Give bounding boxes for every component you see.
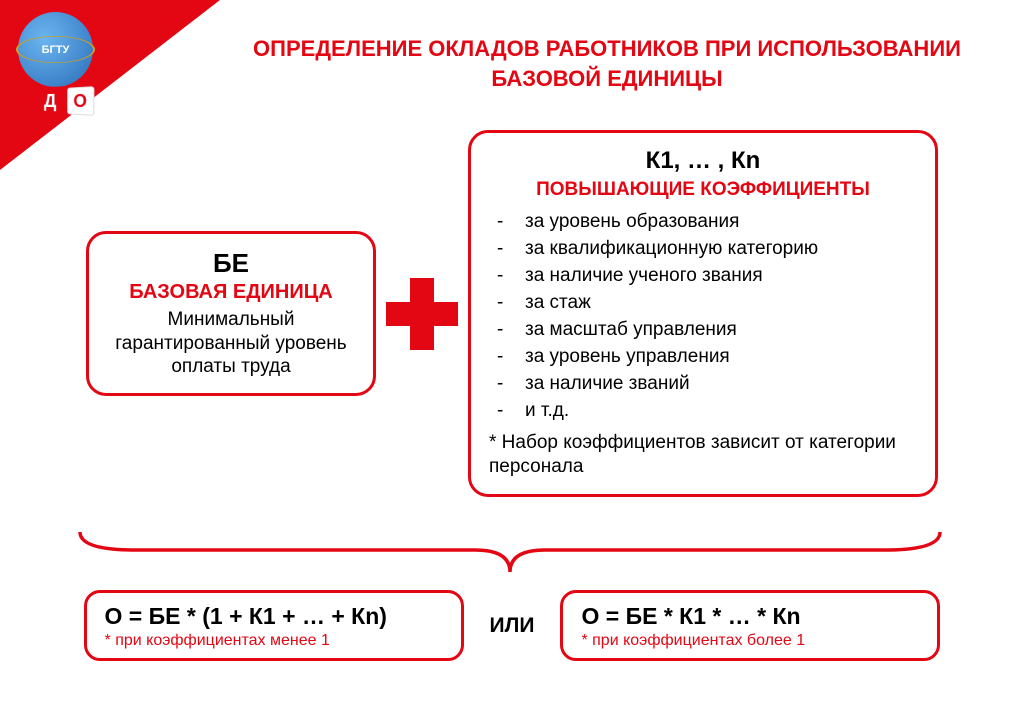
list-item: и т.д. — [497, 398, 917, 425]
list-item: за квалификационную категорию — [497, 236, 917, 263]
plus-icon — [386, 278, 458, 350]
base-unit-box: БЕ БАЗОВАЯ ЕДИНИЦА Минимальный гарантиро… — [86, 231, 376, 396]
formula-additive-note: * при коэффициентах менее 1 — [105, 632, 443, 650]
logo-block-d: Д — [37, 86, 64, 116]
list-item: за уровень управления — [497, 344, 917, 371]
formula-multiplicative-box: О = БЕ * К1 * … * Кn * при коэффициентах… — [560, 590, 940, 661]
curly-brace-icon — [75, 530, 945, 575]
main-diagram: БЕ БАЗОВАЯ ЕДИНИЦА Минимальный гарантиро… — [0, 130, 1024, 497]
item-text: за уровень управления — [525, 344, 730, 371]
logo-globe-icon: БГТУ — [18, 12, 93, 87]
org-logo: БГТУ Д О — [18, 12, 113, 107]
formula-additive-box: О = БЕ * (1 + К1 + … + Кn) * при коэффиц… — [84, 590, 464, 661]
item-text: за наличие ученого звания — [525, 263, 763, 290]
list-item: за наличие ученого звания — [497, 263, 917, 290]
list-item: за стаж — [497, 290, 917, 317]
or-label: ИЛИ — [490, 614, 535, 638]
coefficients-box: К1, … , Кn ПОВЫШАЮЩИЕ КОЭФФИЦИЕНТЫ за ур… — [468, 130, 938, 497]
coefficients-footnote: * Набор коэффициентов зависит от категор… — [489, 431, 917, 480]
formula-multiplicative-expression: О = БЕ * К1 * … * Кn — [581, 603, 919, 630]
list-item: за масштаб управления — [497, 317, 917, 344]
formula-row: О = БЕ * (1 + К1 + … + Кn) * при коэффиц… — [0, 590, 1024, 661]
coefficients-list: за уровень образования за квалификационн… — [489, 209, 917, 425]
logo-org-text: БГТУ — [42, 44, 70, 56]
item-text: за стаж — [525, 290, 591, 317]
coefficients-subtitle: ПОВЫШАЮЩИЕ КОЭФФИЦИЕНТЫ — [489, 179, 917, 201]
page-title: ОПРЕДЕЛЕНИЕ ОКЛАДОВ РАБОТНИКОВ ПРИ ИСПОЛ… — [250, 34, 964, 93]
list-item: за уровень образования — [497, 209, 917, 236]
item-text: за масштаб управления — [525, 317, 737, 344]
base-unit-abbr: БЕ — [107, 248, 355, 279]
formula-additive-expression: О = БЕ * (1 + К1 + … + Кn) — [105, 603, 443, 630]
item-text: и т.д. — [525, 398, 569, 425]
formula-multiplicative-note: * при коэффициентах более 1 — [581, 632, 919, 650]
coefficients-abbr: К1, … , Кn — [489, 147, 917, 175]
base-unit-desc: Минимальный гарантированный уровень опла… — [107, 308, 355, 379]
list-item: за наличие званий — [497, 371, 917, 398]
logo-block-o: О — [67, 86, 94, 116]
base-unit-subtitle: БАЗОВАЯ ЕДИНИЦА — [107, 281, 355, 304]
item-text: за квалификационную категорию — [525, 236, 818, 263]
item-text: за наличие званий — [525, 371, 690, 398]
item-text: за уровень образования — [525, 209, 739, 236]
logo-blocks: Д О — [36, 87, 94, 115]
